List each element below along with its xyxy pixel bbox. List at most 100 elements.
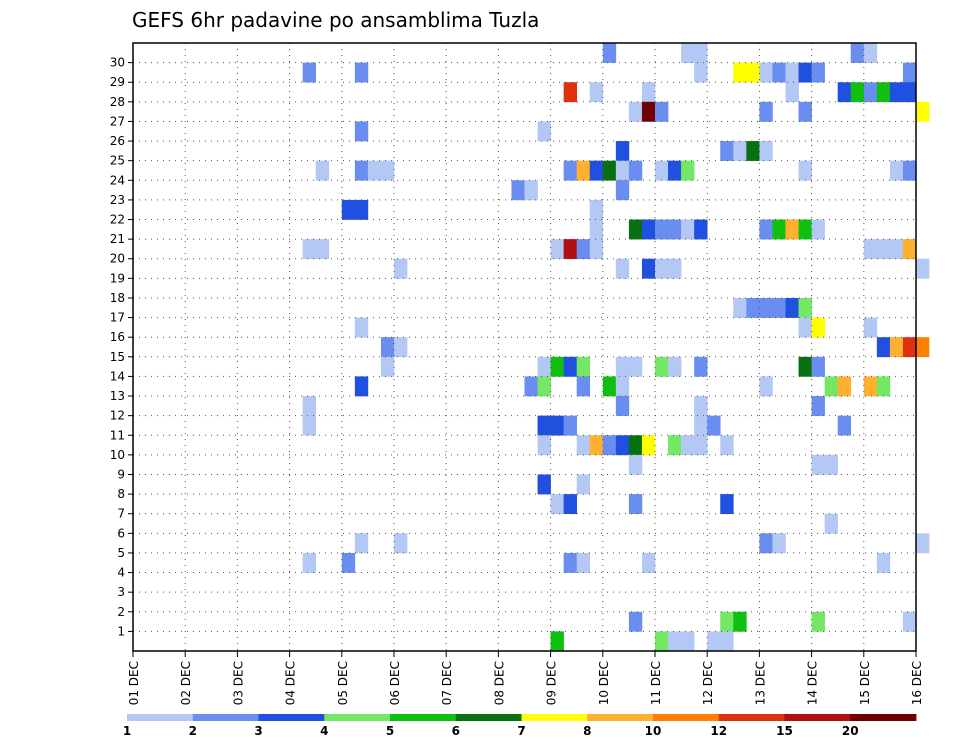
heatmap-cell xyxy=(537,435,551,456)
heatmap-cell xyxy=(550,415,564,436)
heatmap-cell xyxy=(798,356,812,377)
heatmap-cell xyxy=(772,62,786,83)
heatmap-cells xyxy=(302,43,930,652)
heatmap-cell xyxy=(615,141,630,161)
heatmap-cell xyxy=(694,396,708,416)
heatmap-cell xyxy=(354,317,369,338)
heatmap-cell xyxy=(628,219,643,240)
heatmap-cell xyxy=(902,611,917,632)
heatmap-cell xyxy=(668,435,682,456)
heatmap-cell xyxy=(916,258,930,279)
heatmap-cell xyxy=(902,239,917,260)
y-tick-label: 25 xyxy=(110,154,125,168)
legend-label: 6 xyxy=(452,724,460,738)
heatmap-cell xyxy=(681,435,695,456)
x-tick-label: 09 DEC xyxy=(545,661,559,705)
heatmap-cell xyxy=(889,160,904,181)
y-tick-label: 21 xyxy=(110,232,125,246)
heatmap-cell xyxy=(576,160,591,181)
legend-swatch xyxy=(324,714,391,721)
heatmap-cell xyxy=(694,62,708,83)
heatmap-cell xyxy=(863,43,878,63)
heatmap-cell xyxy=(537,474,551,495)
y-tick-label: 27 xyxy=(110,114,125,128)
heatmap-cell xyxy=(798,101,812,122)
color-legend: 1 2 3 4 5 6 7 8 10 12 15 20 xyxy=(123,714,917,738)
heatmap-cell xyxy=(863,317,878,338)
heatmap-cell xyxy=(302,552,316,573)
legend-swatch xyxy=(850,714,917,721)
legend-swatch xyxy=(390,714,457,721)
heatmap-cell xyxy=(641,435,656,456)
legend-label: 7 xyxy=(517,724,525,738)
heatmap-cell xyxy=(367,160,382,181)
x-tick-label: 04 DEC xyxy=(284,661,298,705)
heatmap-cell xyxy=(589,435,604,456)
heatmap-cell xyxy=(824,454,838,475)
heatmap-cell xyxy=(785,219,799,240)
heatmap-cell xyxy=(589,199,604,220)
heatmap-cell xyxy=(576,474,591,495)
heatmap-cell xyxy=(759,376,773,397)
heatmap-cell xyxy=(733,62,747,83)
heatmap-cell xyxy=(811,611,825,632)
heatmap-cell xyxy=(733,141,747,161)
y-axis-ticks: 1234567891011121314151617181920212223242… xyxy=(110,56,133,638)
heatmap-cell xyxy=(641,219,656,240)
heatmap-cell xyxy=(615,376,630,397)
heatmap-cell xyxy=(628,435,643,456)
heatmap-cell xyxy=(668,631,682,652)
y-tick-label: 28 xyxy=(110,95,125,109)
heatmap-cell xyxy=(811,317,825,338)
heatmap-cell xyxy=(576,239,591,260)
heatmap-cell xyxy=(628,356,643,377)
heatmap-cell xyxy=(811,396,825,416)
heatmap-cell xyxy=(759,101,773,122)
heatmap-cell xyxy=(798,297,812,318)
heatmap-cell xyxy=(707,631,721,652)
heatmap-cell xyxy=(889,337,904,358)
y-tick-label: 13 xyxy=(110,389,125,403)
heatmap-cell xyxy=(916,337,930,358)
heatmap-cell xyxy=(668,219,682,240)
heatmap-cell xyxy=(589,219,604,240)
heatmap-cell xyxy=(655,631,669,652)
heatmap-cell xyxy=(511,180,525,201)
heatmap-cell xyxy=(837,82,852,103)
heatmap-cell xyxy=(302,239,316,260)
heatmap-cell xyxy=(759,297,773,318)
y-tick-label: 16 xyxy=(110,330,125,344)
legend-label: 1 xyxy=(123,724,131,738)
y-tick-label: 24 xyxy=(110,173,125,187)
y-tick-label: 15 xyxy=(110,350,125,364)
heatmap-cell xyxy=(876,552,891,573)
y-tick-label: 14 xyxy=(110,369,125,383)
x-tick-label: 02 DEC xyxy=(179,661,193,705)
legend-swatch xyxy=(455,714,522,721)
heatmap-cell xyxy=(563,494,577,515)
heatmap-cell xyxy=(694,219,708,240)
y-tick-label: 12 xyxy=(110,409,125,423)
heatmap-cell xyxy=(563,239,577,260)
legend-label: 4 xyxy=(320,724,328,738)
heatmap-cell xyxy=(380,160,395,181)
heatmap-cell xyxy=(759,219,773,240)
heatmap-cell xyxy=(550,494,564,515)
heatmap-cell xyxy=(628,454,643,475)
heatmap-cell xyxy=(889,82,904,103)
y-tick-label: 11 xyxy=(110,428,125,442)
x-tick-label: 14 DEC xyxy=(806,661,820,705)
heatmap-cell xyxy=(759,62,773,83)
heatmap-cell xyxy=(380,337,395,358)
heatmap-cell xyxy=(746,141,760,161)
y-tick-label: 10 xyxy=(110,448,125,462)
heatmap-cell xyxy=(733,297,747,318)
y-tick-label: 18 xyxy=(110,291,125,305)
heatmap-cell xyxy=(589,239,604,260)
heatmap-cell xyxy=(759,533,773,554)
heatmap-cell xyxy=(628,160,643,181)
heatmap-cell xyxy=(811,62,825,83)
x-tick-label: 10 DEC xyxy=(597,661,611,705)
heatmap-cell xyxy=(641,82,656,103)
heatmap-cell xyxy=(876,337,891,358)
